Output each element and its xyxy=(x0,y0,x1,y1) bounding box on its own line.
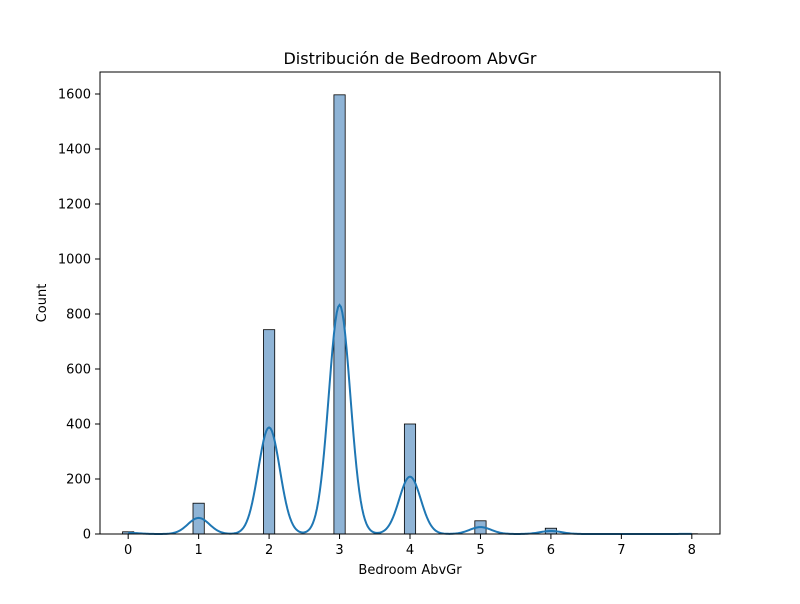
x-tick-label: 3 xyxy=(335,543,343,558)
x-tick-label: 5 xyxy=(476,543,484,558)
y-tick-label: 0 xyxy=(83,528,91,543)
x-tick-label: 2 xyxy=(265,543,273,558)
x-tick-label: 0 xyxy=(124,543,132,558)
y-tick-label: 800 xyxy=(66,308,91,323)
x-tick-label: 1 xyxy=(194,543,202,558)
x-tick-label: 8 xyxy=(688,543,696,558)
y-tick-label: 1200 xyxy=(58,198,91,213)
chart-title: Distribución de Bedroom AbvGr xyxy=(283,49,536,68)
y-axis-label: Count xyxy=(35,284,50,323)
x-tick-label: 4 xyxy=(406,543,414,558)
x-axis-ticks: 0 1 2 3 4 5 6 7 8 xyxy=(124,534,696,558)
y-axis-ticks: 0 200 400 600 800 1000 1200 1400 1600 xyxy=(58,88,100,543)
x-tick-label: 6 xyxy=(547,543,555,558)
y-tick-label: 1400 xyxy=(58,143,91,158)
y-tick-label: 400 xyxy=(66,418,91,433)
y-tick-label: 1000 xyxy=(58,253,91,268)
x-axis-label: Bedroom AbvGr xyxy=(358,563,462,578)
y-tick-label: 600 xyxy=(66,363,91,378)
bars-group xyxy=(123,95,698,534)
y-tick-label: 1600 xyxy=(58,88,91,103)
x-tick-label: 7 xyxy=(617,543,625,558)
y-tick-label: 200 xyxy=(66,473,91,488)
